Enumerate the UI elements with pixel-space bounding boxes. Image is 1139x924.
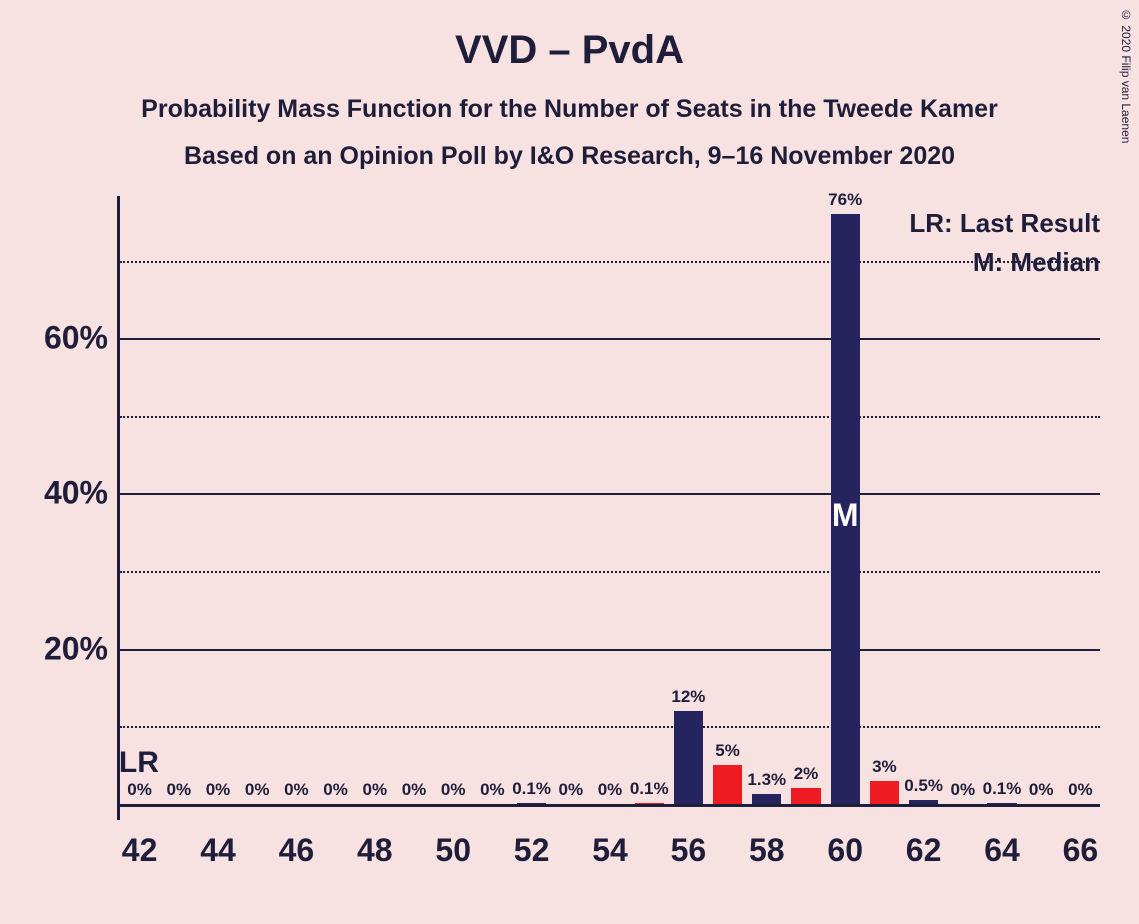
- bar: 2%: [791, 788, 820, 804]
- gridline-minor: [120, 571, 1100, 573]
- y-tick-label: 20%: [44, 630, 120, 667]
- bar-value-label: 0.1%: [512, 779, 551, 803]
- bar-value-label: 76%: [828, 190, 862, 214]
- bar-value-label: 0%: [127, 780, 152, 804]
- chart-plot-area: LR: Last Result M: Median 20%40%60%0%0%0…: [120, 214, 1100, 804]
- y-tick-label: 40%: [44, 475, 120, 512]
- bar-value-label: 0.1%: [983, 779, 1022, 803]
- bar-value-label: 12%: [671, 687, 705, 711]
- gridline-minor: [120, 416, 1100, 418]
- x-tick-label: 44: [200, 804, 236, 869]
- x-tick-label: 42: [122, 804, 158, 869]
- gridline-major: [120, 493, 1100, 495]
- gridline-minor: [120, 261, 1100, 263]
- bar-value-label: 0%: [950, 780, 975, 804]
- gridline-minor: [120, 726, 1100, 728]
- bar-value-label: 5%: [715, 741, 740, 765]
- bar-value-label: 0%: [402, 780, 427, 804]
- bar-value-label: 0.5%: [904, 776, 943, 800]
- bar: 5%: [713, 765, 742, 804]
- bar: 1.3%: [752, 794, 781, 804]
- x-tick-label: 56: [671, 804, 707, 869]
- x-tick-label: 58: [749, 804, 785, 869]
- y-tick-label: 60%: [44, 320, 120, 357]
- bar-value-label: 0%: [166, 780, 191, 804]
- x-tick-label: 48: [357, 804, 393, 869]
- bar-value-label: 0%: [558, 780, 583, 804]
- bar-value-label: 0%: [1068, 780, 1093, 804]
- x-tick-label: 66: [1063, 804, 1099, 869]
- bar-value-label: 3%: [872, 757, 897, 781]
- bar-value-label: 0%: [598, 780, 623, 804]
- chart-legend: LR: Last Result M: Median: [909, 208, 1100, 278]
- bar-value-label: 0%: [284, 780, 309, 804]
- x-tick-label: 64: [984, 804, 1020, 869]
- bar-value-label: 0%: [206, 780, 231, 804]
- x-tick-label: 54: [592, 804, 628, 869]
- bar-value-label: 0%: [245, 780, 270, 804]
- bar-value-label: 0%: [480, 780, 505, 804]
- x-tick-label: 60: [827, 804, 863, 869]
- x-tick-label: 52: [514, 804, 550, 869]
- copyright-text: © 2020 Filip van Laenen: [1119, 8, 1133, 143]
- bar-value-label: 0.1%: [630, 779, 669, 803]
- chart-subtitle-2: Based on an Opinion Poll by I&O Research…: [0, 124, 1139, 171]
- legend-lr: LR: Last Result: [909, 208, 1100, 239]
- bar-value-label: 2%: [794, 764, 819, 788]
- bar-value-label: 1.3%: [747, 770, 786, 794]
- bar-value-label: 0%: [1029, 780, 1054, 804]
- bar: 76%M: [831, 214, 860, 804]
- x-tick-label: 46: [279, 804, 315, 869]
- gridline-major: [120, 649, 1100, 651]
- bar: 3%: [870, 781, 899, 804]
- last-result-marker: LR: [119, 746, 159, 780]
- x-tick-label: 62: [906, 804, 942, 869]
- bar-value-label: 0%: [441, 780, 466, 804]
- bar-value-label: 0%: [362, 780, 387, 804]
- y-axis: [117, 196, 120, 820]
- bar: 0.1%: [635, 803, 664, 804]
- bar-value-label: 0%: [323, 780, 348, 804]
- chart-subtitle-1: Probability Mass Function for the Number…: [0, 73, 1139, 124]
- chart-title: VVD – PvdA: [0, 0, 1139, 73]
- gridline-major: [120, 338, 1100, 340]
- x-tick-label: 50: [435, 804, 471, 869]
- bar: 12%: [674, 711, 703, 804]
- median-marker: M: [832, 497, 859, 534]
